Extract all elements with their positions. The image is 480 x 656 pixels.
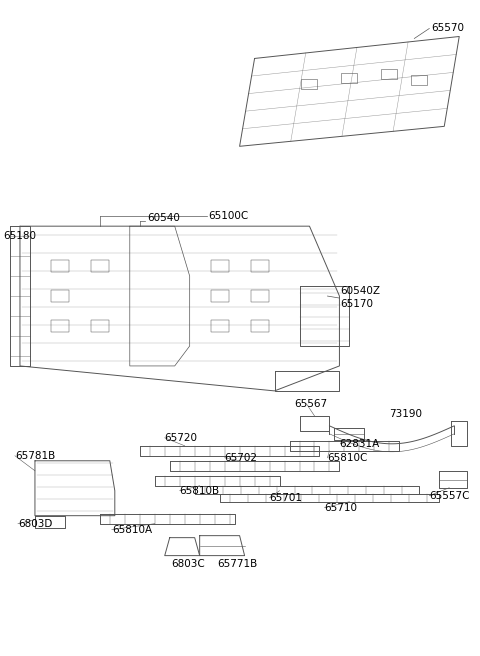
Text: 73190: 73190 [389,409,422,419]
Bar [251,290,268,302]
Bar [211,290,228,302]
Bar [411,75,427,85]
Bar [51,320,69,332]
Text: 65810C: 65810C [327,453,368,462]
Text: 65710: 65710 [324,502,358,513]
Text: 65781B: 65781B [15,451,55,461]
Text: 65771B: 65771B [217,559,258,569]
Text: 6803C: 6803C [172,559,205,569]
Bar [51,290,69,302]
Text: 65720: 65720 [165,433,198,443]
Bar [251,260,268,272]
Text: 65570: 65570 [432,24,464,33]
Bar [341,73,358,83]
Text: 6803D: 6803D [18,519,52,529]
Text: 65702: 65702 [225,453,258,462]
Text: 60540: 60540 [147,213,180,223]
Text: 60540Z: 60540Z [340,286,381,296]
Text: 65170: 65170 [340,299,373,309]
Text: 65810A: 65810A [112,525,152,535]
Text: 65810B: 65810B [180,485,220,496]
Text: 65100C: 65100C [209,211,249,221]
Bar [51,260,69,272]
Text: 65701: 65701 [270,493,302,502]
Bar [382,70,397,79]
Bar [91,320,109,332]
Bar [251,320,268,332]
Text: 62831A: 62831A [339,439,380,449]
Bar [211,320,228,332]
Bar [91,260,109,272]
Bar [301,79,317,89]
Text: 65180: 65180 [3,231,36,241]
Text: 65557C: 65557C [429,491,470,501]
Bar [211,260,228,272]
Text: 65567: 65567 [295,399,328,409]
